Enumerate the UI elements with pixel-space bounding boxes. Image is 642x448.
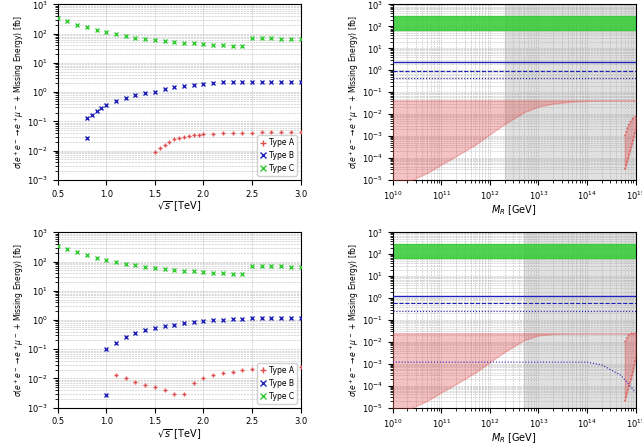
Y-axis label: $\sigma(e^+e^- \to e^+\mu^-$ + Missing Energy) [fb]: $\sigma(e^+e^- \to e^+\mu^-$ + Missing E… <box>347 15 361 169</box>
Y-axis label: $\sigma(e^+e^- \to e^+\mu^-$ + Missing Energy) [fb]: $\sigma(e^+e^- \to e^+\mu^-$ + Missing E… <box>12 243 26 397</box>
X-axis label: $\sqrt{s}$ [TeV]: $\sqrt{s}$ [TeV] <box>157 428 202 442</box>
Y-axis label: $\sigma(e^+e^- \to e^+\mu^-$ + Missing Energy) [fb]: $\sigma(e^+e^- \to e^+\mu^-$ + Missing E… <box>347 243 361 397</box>
Y-axis label: $\sigma(e^+e^- \to e^+\mu^-$ + Missing Energy) [fb]: $\sigma(e^+e^- \to e^+\mu^-$ + Missing E… <box>12 15 26 169</box>
Legend: Type A, Type B, Type C: Type A, Type B, Type C <box>257 135 297 176</box>
X-axis label: $M_R$ [GeV]: $M_R$ [GeV] <box>491 203 537 217</box>
X-axis label: $\sqrt{s}$ [TeV]: $\sqrt{s}$ [TeV] <box>157 200 202 214</box>
Bar <box>505 4 636 180</box>
Legend: Type A, Type B, Type C: Type A, Type B, Type C <box>257 363 297 404</box>
Bar <box>524 233 636 408</box>
X-axis label: $M_R$ [GeV]: $M_R$ [GeV] <box>491 431 537 445</box>
